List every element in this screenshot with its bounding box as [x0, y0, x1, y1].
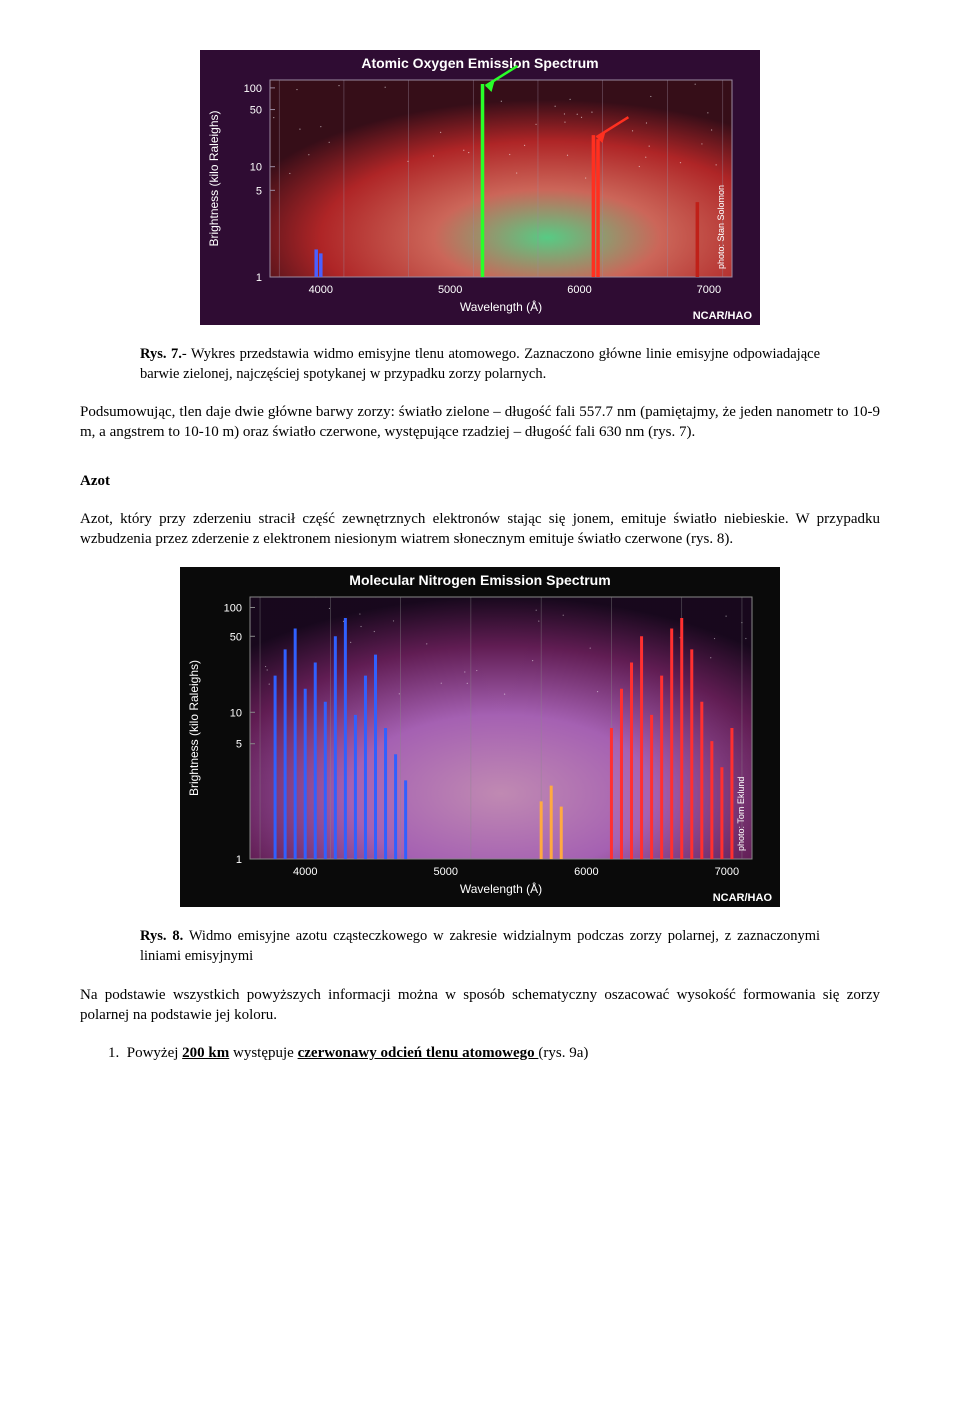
svg-text:photo: Tom Eklund: photo: Tom Eklund: [736, 777, 746, 851]
list-item-1: 1. Powyżej 200 km występuje czerwonawy o…: [108, 1043, 880, 1063]
svg-text:Brightness (kilo Raleighs): Brightness (kilo Raleighs): [207, 110, 221, 246]
svg-text:10: 10: [230, 708, 242, 720]
svg-text:7000: 7000: [697, 284, 721, 296]
svg-text:50: 50: [250, 105, 262, 117]
svg-text:5: 5: [236, 739, 242, 751]
svg-text:NCAR/HAO: NCAR/HAO: [713, 892, 773, 904]
oxygen-spectrum-chart: Atomic Oxygen Emission Spectrum 4000 5000 6…: [200, 50, 760, 325]
svg-text:Molecular Nitrogen Emission Sp: Molecular Nitrogen Emission Spectrum: [349, 572, 610, 588]
svg-text:5000: 5000: [434, 866, 458, 878]
svg-text:100: 100: [224, 603, 242, 615]
svg-text:Wavelength (Å): Wavelength (Å): [460, 299, 542, 314]
svg-text:100: 100: [244, 83, 262, 95]
caption-prefix: Rys. 7.: [140, 346, 182, 362]
svg-text:Wavelength (Å): Wavelength (Å): [460, 881, 542, 896]
nitrogen-spectrum-chart: Molecular Nitrogen Emission Spectrum 4000…: [180, 567, 780, 907]
svg-text:NCAR/HAO: NCAR/HAO: [693, 310, 753, 322]
svg-text:6000: 6000: [574, 866, 598, 878]
caption-text: Widmo emisyjne azotu cząsteczkowego w za…: [140, 928, 820, 964]
svg-text:photo: Stan Solomon: photo: Stan Solomon: [716, 185, 726, 269]
svg-text:5000: 5000: [438, 284, 462, 296]
svg-text:Brightness (kilo Raleighs): Brightness (kilo Raleighs): [187, 660, 201, 796]
caption-text: - Wykres przedstawia widmo emisyjne tlen…: [140, 346, 820, 382]
svg-text:5: 5: [256, 185, 262, 197]
svg-text:50: 50: [230, 632, 242, 644]
svg-text:4000: 4000: [309, 284, 333, 296]
svg-text:10: 10: [250, 162, 262, 174]
paragraph-summary-oxygen: Podsumowując, tlen daje dwie główne barw…: [80, 402, 880, 443]
figure-7-caption: Rys. 7.- Wykres przedstawia widmo emisyj…: [140, 345, 820, 384]
svg-text:1: 1: [256, 272, 262, 284]
figure-8-caption: Rys. 8. Widmo emisyjne azotu cząsteczkow…: [140, 927, 820, 966]
section-heading-azot: Azot: [80, 471, 880, 491]
caption-prefix: Rys. 8.: [140, 928, 183, 944]
paragraph-conclusion: Na podstawie wszystkich powyższych infor…: [80, 985, 880, 1026]
oxygen-spectrum-figure: Atomic Oxygen Emission Spectrum 4000 5000 6…: [80, 50, 880, 325]
svg-text:6000: 6000: [567, 284, 591, 296]
svg-text:7000: 7000: [715, 866, 739, 878]
svg-text:4000: 4000: [293, 866, 317, 878]
list-number: 1.: [108, 1045, 119, 1061]
svg-text:1: 1: [236, 854, 242, 866]
paragraph-azot: Azot, który przy zderzeniu stracił część…: [80, 509, 880, 550]
nitrogen-spectrum-figure: Molecular Nitrogen Emission Spectrum 4000…: [80, 567, 880, 907]
svg-text:Atomic Oxygen Emission Spectru: Atomic Oxygen Emission Spectrum: [361, 55, 598, 71]
